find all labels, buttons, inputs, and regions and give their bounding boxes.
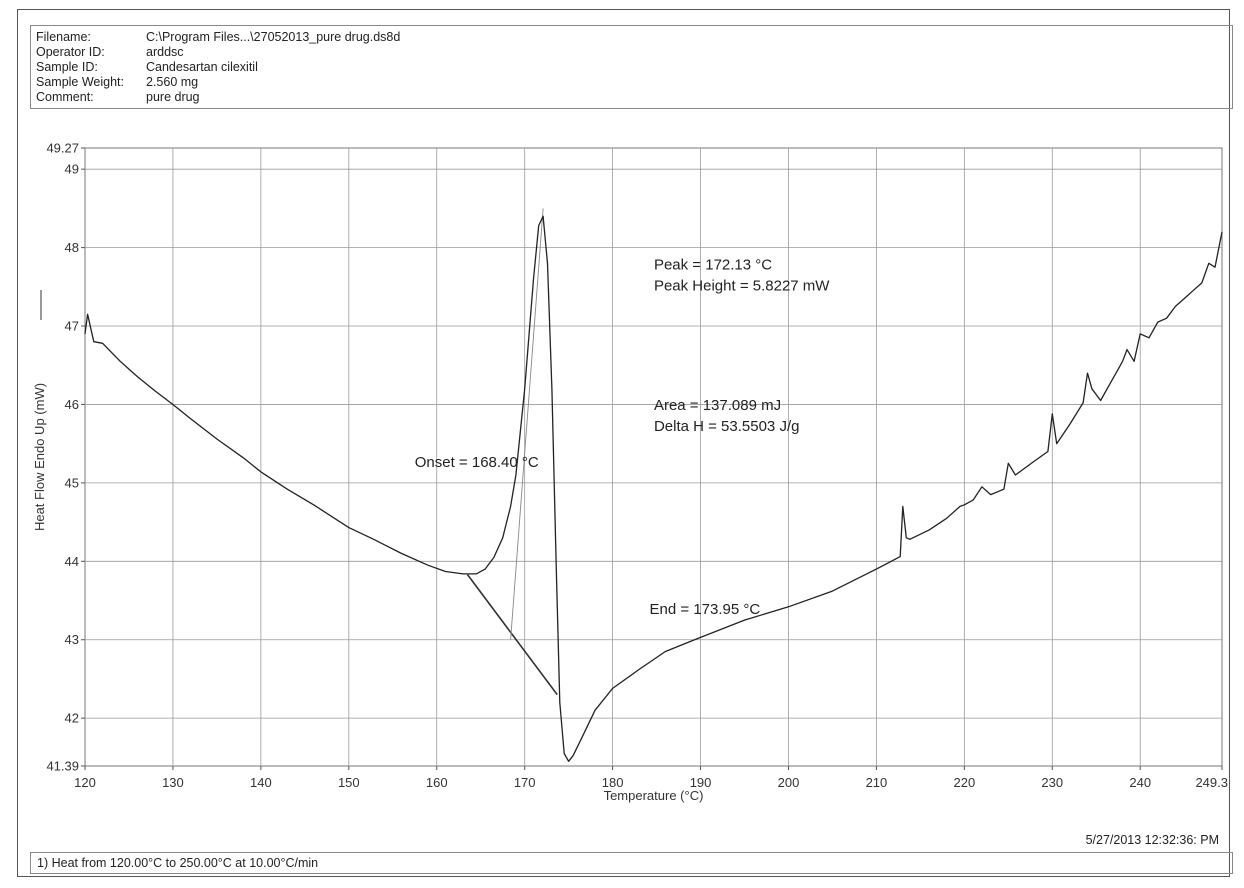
y-tick-label: 45 — [65, 475, 79, 490]
info-row-filename: Filename: C:\Program Files...\27052013_pu… — [36, 30, 400, 45]
y-axis-label: Heat Flow Endo Up (mW) — [32, 383, 47, 531]
y-tick-label: 46 — [65, 397, 79, 412]
info-row-sample-id: Sample ID: Candesartan cilexitil — [36, 60, 258, 75]
method-text: 1) Heat from 120.00°C to 250.00°C at 10.… — [37, 856, 319, 870]
info-value: Candesartan cilexitil — [146, 60, 258, 74]
annotation-label: Peak = 172.13 °C — [654, 257, 772, 274]
annotation-label: Delta H = 53.5503 J/g — [654, 418, 800, 435]
info-value: C:\Program Files...\27052013_pure drug.d… — [146, 30, 401, 44]
y-tick-label: 49 — [65, 162, 79, 177]
x-tick-label: 160 — [426, 775, 448, 790]
x-tick-label: 249.3 — [1195, 775, 1228, 790]
plot-area-border — [84, 147, 1223, 767]
construction-line — [466, 574, 558, 696]
annotation-label: End = 173.95 °C — [650, 601, 761, 618]
info-label: Operator ID: — [36, 45, 105, 59]
x-tick-label: 180 — [602, 775, 624, 790]
x-tick-label: 220 — [953, 775, 975, 790]
method-legend: 1) Heat from 120.00°C to 250.00°C at 10.… — [30, 852, 1233, 874]
info-label: Comment: — [36, 90, 94, 104]
x-tick-label: 170 — [514, 775, 536, 790]
info-value: pure drug — [146, 90, 200, 104]
info-row-comment: Comment: pure drug — [36, 90, 200, 105]
x-tick-label: 200 — [778, 775, 800, 790]
info-label: Filename: — [36, 30, 91, 44]
info-value: 2.560 mg — [146, 75, 199, 89]
x-tick-label: 140 — [250, 775, 272, 790]
y-tick-label: 47 — [65, 319, 79, 334]
info-label: Sample ID: — [36, 60, 98, 74]
annotation-label: Area = 137.089 mJ — [654, 397, 781, 414]
x-tick-label: 240 — [1129, 775, 1151, 790]
x-axis-label: Temperature (°C) — [604, 788, 704, 803]
timestamp: 5/27/2013 12:32:36: PM — [1085, 833, 1219, 847]
y-tick-label: 43 — [65, 632, 79, 647]
info-value: arddsc — [146, 45, 184, 59]
construction-line — [510, 208, 544, 640]
x-tick-label: 210 — [866, 775, 888, 790]
annotation-label: Peak Height = 5.8227 mW — [654, 278, 830, 295]
x-tick-label: 230 — [1041, 775, 1063, 790]
x-tick-label: 130 — [162, 775, 184, 790]
x-tick-label: 150 — [338, 775, 360, 790]
y-tick-label: 48 — [65, 240, 79, 255]
page-frame — [17, 9, 1230, 877]
heat-flow-series-line — [84, 215, 1223, 762]
info-label: Sample Weight: — [36, 75, 125, 89]
sample-info-box: Filename: C:\Program Files...\27052013_pu… — [30, 25, 1233, 109]
x-tick-label: 190 — [690, 775, 712, 790]
info-row-sample-weight: Sample Weight: 2.560 mg — [36, 75, 198, 90]
annotation-label: Onset = 168.40 °C — [415, 454, 539, 471]
info-row-operator: Operator ID: arddsc — [36, 45, 184, 60]
y-tick-label: 44 — [65, 554, 79, 569]
y-tick-label: 41.39 — [46, 759, 79, 774]
x-tick-label: 120 — [74, 775, 96, 790]
y-tick-label: 42 — [65, 711, 79, 726]
y-tick-label: 49.27 — [46, 141, 79, 156]
